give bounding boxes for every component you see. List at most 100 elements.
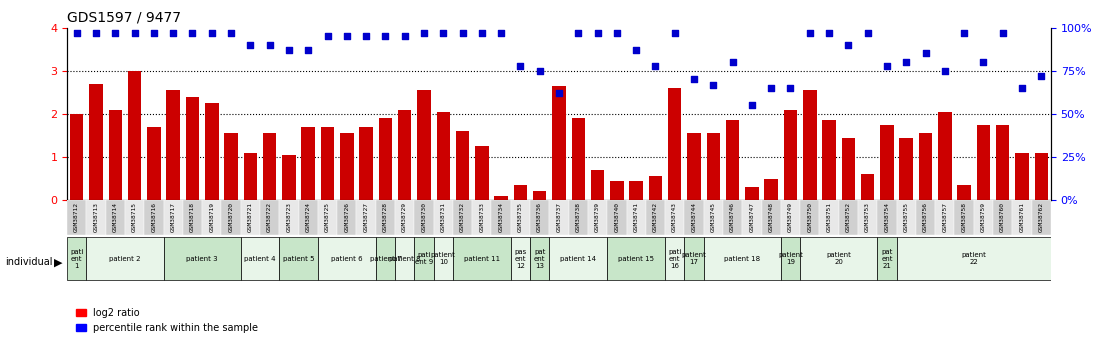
Bar xyxy=(784,110,797,200)
FancyBboxPatch shape xyxy=(780,200,800,235)
Text: patient
17: patient 17 xyxy=(682,252,707,265)
FancyBboxPatch shape xyxy=(163,237,240,280)
FancyBboxPatch shape xyxy=(800,237,878,280)
Bar xyxy=(148,127,161,200)
FancyBboxPatch shape xyxy=(67,200,86,235)
Bar xyxy=(823,120,836,200)
Bar xyxy=(957,185,970,200)
FancyBboxPatch shape xyxy=(549,200,569,235)
Point xyxy=(975,59,993,65)
FancyBboxPatch shape xyxy=(163,200,183,235)
Text: GSM38746: GSM38746 xyxy=(730,202,736,232)
FancyBboxPatch shape xyxy=(588,200,607,235)
FancyBboxPatch shape xyxy=(897,237,1051,280)
Bar xyxy=(571,118,585,200)
Text: GSM38754: GSM38754 xyxy=(884,202,890,232)
Point xyxy=(68,30,86,36)
Bar xyxy=(648,176,662,200)
Text: GSM38726: GSM38726 xyxy=(344,202,349,232)
FancyBboxPatch shape xyxy=(240,237,280,280)
Bar xyxy=(880,125,893,200)
Legend: log2 ratio, percentile rank within the sample: log2 ratio, percentile rank within the s… xyxy=(72,304,263,337)
Bar xyxy=(803,90,816,200)
Text: GSM38730: GSM38730 xyxy=(421,202,426,232)
FancyBboxPatch shape xyxy=(511,237,530,280)
Bar xyxy=(70,114,84,200)
Text: patient
19: patient 19 xyxy=(778,252,803,265)
Text: GSM38713: GSM38713 xyxy=(94,202,98,232)
Text: GSM38744: GSM38744 xyxy=(692,202,697,232)
Bar xyxy=(629,181,643,200)
FancyBboxPatch shape xyxy=(761,200,780,235)
Text: GSM38748: GSM38748 xyxy=(769,202,774,232)
Text: GSM38737: GSM38737 xyxy=(557,202,561,232)
Text: GSM38755: GSM38755 xyxy=(903,202,909,232)
Point xyxy=(936,68,954,73)
Point xyxy=(589,30,607,36)
FancyBboxPatch shape xyxy=(434,200,453,235)
Point xyxy=(357,33,375,39)
Text: GSM38749: GSM38749 xyxy=(788,202,793,232)
FancyBboxPatch shape xyxy=(280,237,318,280)
FancyBboxPatch shape xyxy=(549,237,607,280)
Bar xyxy=(282,155,295,200)
Bar xyxy=(765,179,778,200)
Text: GSM38731: GSM38731 xyxy=(440,202,446,232)
Text: GSM38740: GSM38740 xyxy=(615,202,619,232)
Point xyxy=(202,30,220,36)
FancyBboxPatch shape xyxy=(684,237,703,280)
Text: GSM38724: GSM38724 xyxy=(305,202,311,232)
Point xyxy=(627,47,645,53)
Text: patient 3: patient 3 xyxy=(187,256,218,262)
Point xyxy=(222,30,240,36)
FancyBboxPatch shape xyxy=(897,200,916,235)
Point xyxy=(878,63,896,68)
Bar xyxy=(919,133,932,200)
Bar xyxy=(707,133,720,200)
Bar xyxy=(398,110,411,200)
FancyBboxPatch shape xyxy=(357,200,376,235)
FancyBboxPatch shape xyxy=(67,237,86,280)
Bar xyxy=(263,133,276,200)
Text: GSM38753: GSM38753 xyxy=(865,202,870,232)
Text: patient
10: patient 10 xyxy=(430,252,456,265)
Bar xyxy=(900,138,913,200)
Point xyxy=(338,33,356,39)
FancyBboxPatch shape xyxy=(338,200,357,235)
Text: pat
ent
13: pat ent 13 xyxy=(534,249,546,269)
Bar xyxy=(977,125,991,200)
Point xyxy=(280,47,297,53)
Point xyxy=(511,63,529,68)
Text: patient 15: patient 15 xyxy=(618,256,654,262)
FancyBboxPatch shape xyxy=(260,200,280,235)
Bar xyxy=(494,196,508,200)
Text: patient 14: patient 14 xyxy=(560,256,596,262)
Text: patient 7: patient 7 xyxy=(370,256,401,262)
FancyBboxPatch shape xyxy=(376,200,395,235)
FancyBboxPatch shape xyxy=(144,200,163,235)
Bar xyxy=(167,90,180,200)
FancyBboxPatch shape xyxy=(280,200,299,235)
Bar xyxy=(379,118,392,200)
FancyBboxPatch shape xyxy=(415,200,434,235)
FancyBboxPatch shape xyxy=(878,200,897,235)
Bar xyxy=(1015,152,1029,200)
Bar xyxy=(108,110,122,200)
Point xyxy=(762,85,780,91)
Text: patient
20: patient 20 xyxy=(826,252,851,265)
FancyBboxPatch shape xyxy=(800,200,819,235)
Point xyxy=(87,30,105,36)
Point xyxy=(260,42,278,48)
FancyBboxPatch shape xyxy=(703,200,723,235)
Text: GSM38716: GSM38716 xyxy=(151,202,157,232)
Text: patient 2: patient 2 xyxy=(110,256,141,262)
Bar xyxy=(996,125,1010,200)
FancyBboxPatch shape xyxy=(935,200,955,235)
Bar xyxy=(726,120,739,200)
Text: GSM38751: GSM38751 xyxy=(826,202,832,232)
FancyBboxPatch shape xyxy=(858,200,878,235)
FancyBboxPatch shape xyxy=(395,237,415,280)
Point xyxy=(704,82,722,87)
Text: GSM38712: GSM38712 xyxy=(74,202,79,232)
Point xyxy=(646,63,664,68)
